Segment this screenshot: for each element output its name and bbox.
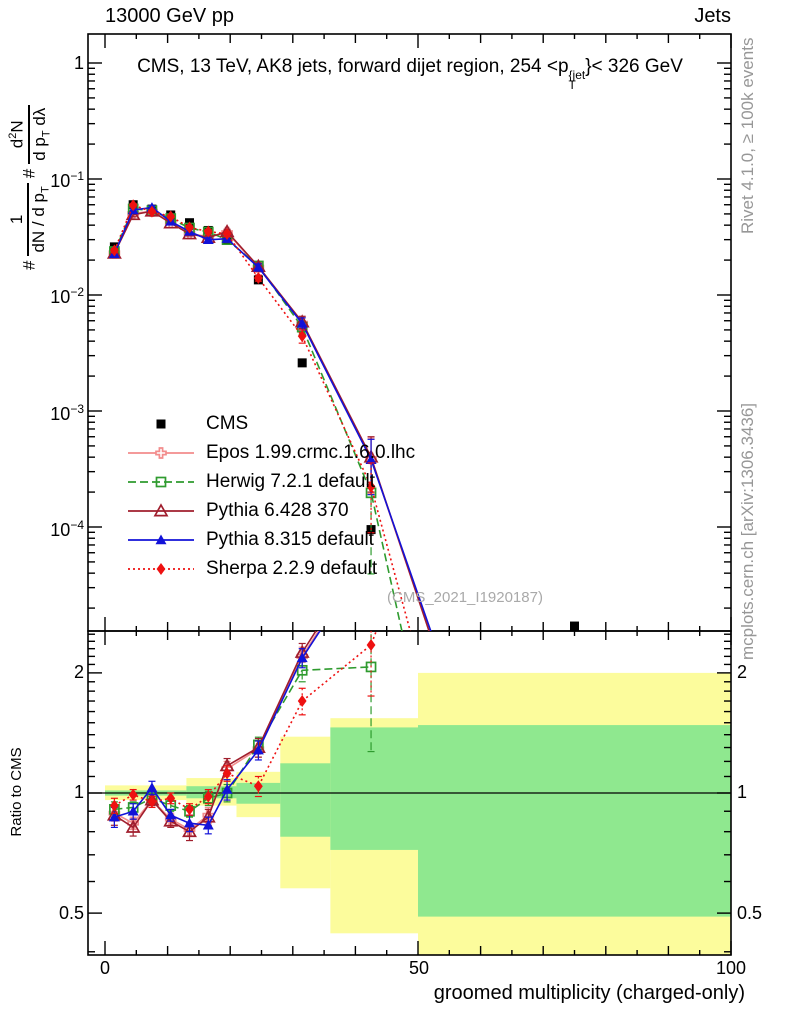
pt-jet-supsub: {jet T: [568, 68, 586, 92]
legend-item-epos: Epos 1.99.crmc.1.6.0.lhc: [125, 438, 415, 467]
herwig-marker-icon: [128, 476, 194, 487]
pythia6-marker-icon: [128, 502, 194, 516]
legend-item-pythia6: Pythia 6.428 370: [125, 496, 415, 525]
legend-item-sherpa: Sherpa 2.2.9 default: [125, 554, 415, 583]
y-tick-label: 10−2: [50, 285, 84, 307]
legend-item-herwig: Herwig 7.2.1 default: [125, 467, 415, 496]
analysis-group-label: Jets: [694, 5, 731, 27]
pythia8-marker-icon: [128, 534, 194, 544]
beam-energy-label: 13000 GeV pp: [105, 5, 234, 27]
ratio-tick-label: 2: [73, 662, 84, 682]
ratio-y-axis-label: Ratio to CMS: [8, 747, 25, 837]
cms-marker-icon: [156, 419, 166, 428]
rivet-version-label: Rivet 4.1.0, ≥ 100k events: [738, 38, 757, 235]
y-tick-label: 10−1: [50, 169, 84, 191]
analysis-id-watermark: (CMS_2021_I1920187): [387, 589, 543, 606]
x-axis-title: groomed multiplicity (charged-only): [433, 982, 745, 1004]
ratio-tick-label-right: 1: [737, 782, 748, 802]
x-tick-label: 50: [408, 958, 430, 978]
ratio-tick-label-right: 2: [737, 662, 748, 682]
ratio-tick-label: 1: [73, 782, 84, 802]
legend: CMS Epos 1.99.crmc.1.6.0.lhc Herwig 7.2.…: [125, 409, 415, 583]
y-tick-label: 10−4: [50, 518, 84, 540]
fraction-1-over-dNdpT: 1 dN / d pT: [7, 183, 52, 256]
x-tick-label: 0: [99, 958, 110, 978]
legend-item-pythia8: Pythia 8.315 default: [125, 525, 415, 554]
ratio-tick-label-right: 0.5: [737, 903, 763, 923]
y-tick-label: 10−3: [50, 402, 84, 424]
plot-title: CMS, 13 TeV, AK8 jets, forward dijet reg…: [137, 56, 683, 92]
x-tick-label: 100: [715, 958, 747, 978]
fraction-d2N-over-dpTdlambda: d2N d pT dλ: [7, 104, 52, 164]
sherpa-marker-icon: [128, 562, 194, 575]
epos-marker-icon: [128, 446, 194, 459]
y-tick-label: 1: [73, 53, 84, 73]
ratio-tick-label: 0.5: [58, 903, 84, 923]
mcplots-reference-label: mcplots.cern.ch [arXiv:1306.3436]: [738, 402, 757, 660]
legend-item-cms: CMS: [125, 409, 415, 438]
